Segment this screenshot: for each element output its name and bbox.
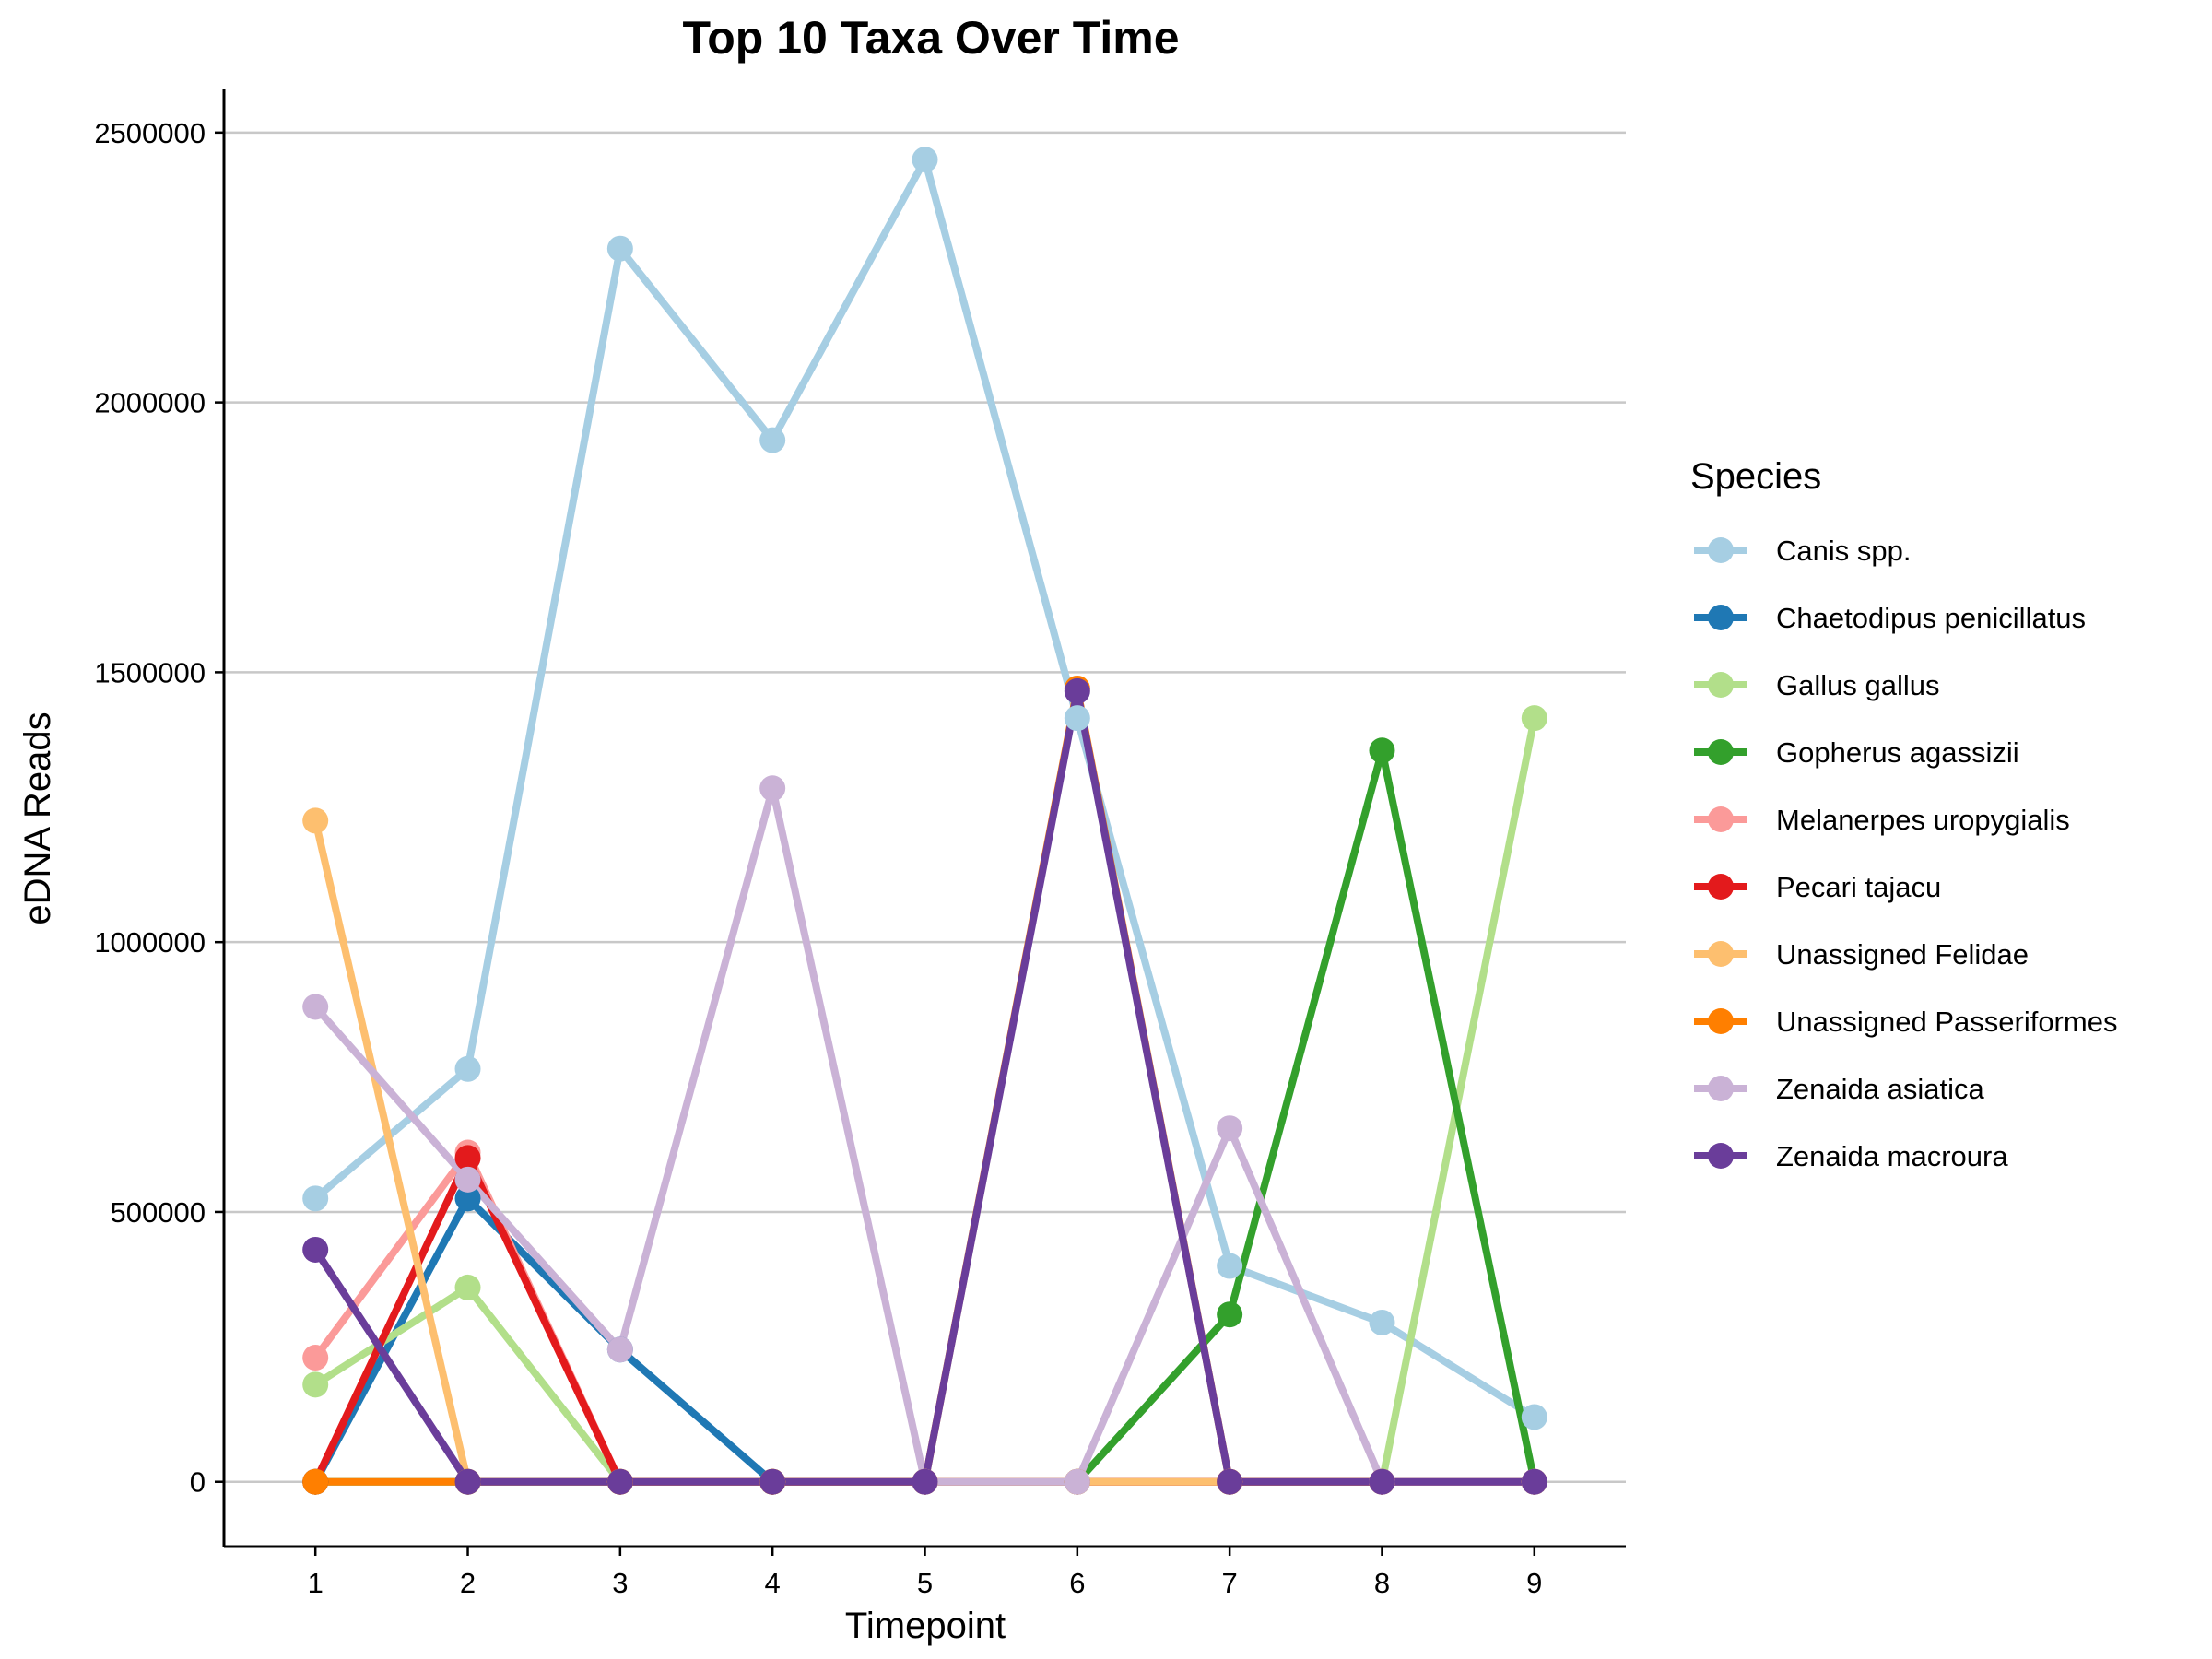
y-tick-label: 500000 <box>111 1196 206 1229</box>
point-unassigned-passeriformes <box>302 1468 329 1495</box>
legend-item-chaetodipus-penicillatus: Chaetodipus penicillatus <box>1694 602 2086 634</box>
legend-item-melanerpes-uropygialis: Melanerpes uropygialis <box>1694 804 2070 836</box>
x-tick-label: 6 <box>1069 1567 1085 1599</box>
legend-item-unassigned-felidae: Unassigned Felidae <box>1694 938 2029 971</box>
legend-swatch-point <box>1708 605 1734 630</box>
series-line-unassigned-passeriformes <box>315 685 1535 1486</box>
legend-item-zenaida-asiatica: Zenaida asiatica <box>1694 1073 1985 1105</box>
point-canis-spp <box>302 1185 329 1212</box>
legend: Species Canis spp. Chaetodipus penicillat… <box>1690 456 2117 1172</box>
point-zenaida-macroura <box>759 1468 786 1495</box>
point-canis-spp <box>606 235 633 262</box>
y-tick-label: 2500000 <box>94 117 206 149</box>
series-lines <box>312 156 1538 1486</box>
legend-swatch-point <box>1708 1076 1734 1101</box>
series-line-gallus-gallus <box>313 717 1538 1486</box>
point-canis-spp <box>454 1055 481 1082</box>
legend-swatch-point <box>1708 672 1734 698</box>
point-zenaida-macroura <box>1064 677 1090 704</box>
x-tick-label: 1 <box>308 1567 324 1599</box>
legend-label: Zenaida macroura <box>1776 1140 2008 1172</box>
legend-label: Pecari tajacu <box>1776 871 1941 903</box>
point-zenaida-asiatica <box>1217 1115 1243 1142</box>
y-ticks: 0 500000 1000000 1500000 2000000 2500000 <box>94 117 224 1499</box>
y-tick-label: 0 <box>190 1466 206 1499</box>
point-zenaida-asiatica <box>759 775 786 802</box>
x-tick-label: 7 <box>1222 1567 1238 1599</box>
legend-items: Canis spp. Chaetodipus penicillatus Gallus… <box>1694 535 2117 1172</box>
point-zenaida-asiatica <box>302 994 329 1020</box>
legend-swatch-point <box>1708 874 1734 900</box>
point-gopherus-agassizii <box>1369 737 1395 764</box>
point-canis-spp <box>759 427 786 453</box>
y-axis-title: eDNA Reads <box>18 712 58 924</box>
series-line-chaetodipus-penicillatus <box>312 1194 1535 1486</box>
legend-label: Unassigned Felidae <box>1776 938 2029 971</box>
chart-title: Top 10 Taxa Over Time <box>682 12 1179 64</box>
series-line-zenaida-macroura <box>312 687 1535 1486</box>
point-canis-spp <box>1217 1253 1243 1279</box>
x-ticks: 1 2 3 4 5 6 7 8 9 <box>308 1547 1542 1599</box>
x-tick-label: 8 <box>1374 1567 1390 1599</box>
point-zenaida-macroura <box>1521 1468 1547 1495</box>
series-points <box>302 147 1547 1495</box>
legend-swatch-point <box>1708 941 1734 967</box>
legend-item-canis-spp: Canis spp. <box>1694 535 1911 567</box>
x-axis-title: Timepoint <box>845 1606 1006 1646</box>
point-pecari-tajacu <box>454 1145 481 1171</box>
y-tick-label: 1000000 <box>94 926 206 959</box>
point-zenaida-macroura <box>606 1468 633 1495</box>
point-zenaida-macroura <box>1217 1468 1243 1495</box>
legend-label: Chaetodipus penicillatus <box>1776 602 2086 634</box>
point-zenaida-macroura <box>1369 1468 1395 1495</box>
point-zenaida-asiatica <box>1064 1468 1090 1495</box>
point-canis-spp <box>912 147 938 173</box>
gridlines <box>224 131 1626 1483</box>
point-zenaida-macroura <box>912 1468 938 1495</box>
point-zenaida-asiatica <box>454 1166 481 1193</box>
point-gopherus-agassizii <box>1217 1301 1243 1328</box>
point-chaetodipus-penicillatus <box>454 1185 481 1212</box>
legend-swatch-point <box>1708 1008 1734 1034</box>
x-tick-label: 3 <box>612 1567 628 1599</box>
legend-item-gopherus-agassizii: Gopherus agassizii <box>1694 736 2019 769</box>
point-melanerpes-uropygialis <box>302 1345 329 1371</box>
legend-label: Zenaida asiatica <box>1776 1073 1985 1105</box>
point-gallus-gallus <box>454 1274 481 1300</box>
legend-item-unassigned-passeriformes: Unassigned Passeriformes <box>1694 1006 2117 1038</box>
point-gallus-gallus <box>1521 705 1547 732</box>
legend-label: Gallus gallus <box>1776 669 1939 701</box>
point-zenaida-asiatica <box>606 1336 633 1363</box>
y-tick-label: 1500000 <box>94 656 206 688</box>
point-gallus-gallus <box>302 1371 329 1398</box>
y-tick-label: 2000000 <box>94 387 206 419</box>
point-canis-spp <box>1064 705 1090 732</box>
legend-item-gallus-gallus: Gallus gallus <box>1694 669 1939 701</box>
legend-swatch-point <box>1708 739 1734 765</box>
legend-item-zenaida-macroura: Zenaida macroura <box>1694 1140 2008 1172</box>
legend-swatch-point <box>1708 537 1734 563</box>
point-unassigned-felidae <box>302 807 329 834</box>
legend-swatch-point <box>1708 806 1734 832</box>
series-line-gopherus-agassizii <box>315 747 1538 1486</box>
legend-label: Unassigned Passeriformes <box>1776 1006 2117 1038</box>
legend-label: Melanerpes uropygialis <box>1776 804 2070 836</box>
point-zenaida-macroura <box>302 1236 329 1263</box>
x-tick-label: 9 <box>1526 1567 1542 1599</box>
point-canis-spp <box>1521 1404 1547 1430</box>
series-line-melanerpes-uropygialis <box>312 1148 1535 1486</box>
legend-title: Species <box>1690 456 1821 497</box>
point-zenaida-macroura <box>454 1468 481 1495</box>
legend-swatch-point <box>1708 1143 1734 1169</box>
legend-item-pecari-tajacu: Pecari tajacu <box>1694 871 1941 903</box>
point-canis-spp <box>1369 1309 1395 1335</box>
series-line-pecari-tajacu <box>312 1154 1535 1486</box>
x-tick-label: 5 <box>917 1567 933 1599</box>
legend-label: Gopherus agassizii <box>1776 736 2019 769</box>
x-tick-label: 2 <box>460 1567 476 1599</box>
x-tick-label: 4 <box>765 1567 781 1599</box>
legend-label: Canis spp. <box>1776 535 1911 567</box>
